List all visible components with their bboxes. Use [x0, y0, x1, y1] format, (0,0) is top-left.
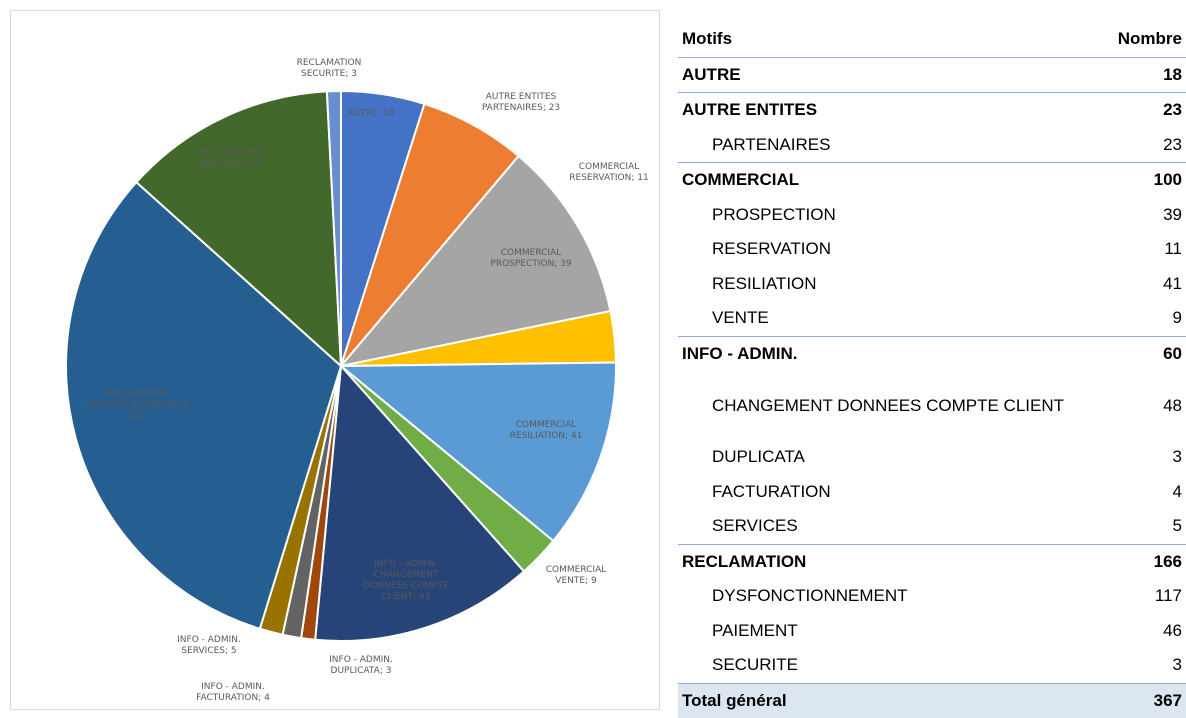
count-cell: 23 [1106, 92, 1186, 128]
count-cell: 166 [1106, 543, 1186, 579]
table-row: PARTENAIRES 23 [678, 128, 1186, 163]
pie-slice [65, 180, 343, 631]
label-cell: DUPLICATA [712, 447, 805, 467]
count-cell: 11 [1164, 239, 1182, 259]
label-cell: AUTRE [678, 56, 1107, 93]
count-cell: 18 [1106, 56, 1186, 93]
pie-slice [325, 89, 342, 367]
count-cell: 39 [1163, 204, 1182, 224]
label-cell: RECLAMATION [678, 543, 1107, 579]
table-row: CHANGEMENT DONNEES COMPTE CLIENT 48 [678, 371, 1186, 440]
table-row: DUPLICATA 3 [678, 440, 1186, 475]
slice-label: COMMERCIAL RESERVATION; 11 [569, 162, 649, 183]
count-cell: 117 [1154, 586, 1182, 606]
table-row: RESILIATION 41 [678, 267, 1186, 302]
slice-label: AUTRE; 18 [347, 108, 395, 119]
count-cell: 60 [1106, 335, 1186, 371]
label-cell: CHANGEMENT DONNEES COMPTE CLIENT [712, 395, 1065, 415]
label-cell: RESERVATION [712, 239, 832, 259]
pie-slice [135, 90, 343, 369]
table-row: VENTE 9 [678, 301, 1186, 336]
pie-slice [338, 154, 612, 368]
count-cell: 23 [1163, 134, 1182, 154]
slice-label: INFO - ADMIN. CHANGEMENT DONNEES COMPTE … [363, 559, 449, 602]
label-cell: DYSFONCTIONNEMENT [712, 586, 908, 606]
count-cell: 100 [1106, 162, 1186, 198]
count-cell: 9 [1172, 308, 1182, 328]
label-cell: Motifs [678, 22, 1107, 58]
table-row: DYSFONCTIONNEMENT 117 [678, 579, 1186, 614]
label-cell: FACTURATION [712, 481, 831, 501]
count-cell: 41 [1163, 273, 1182, 293]
label-cell: PAIEMENT [712, 620, 798, 640]
slice-label: COMMERCIAL RESILIATION; 41 [509, 420, 583, 441]
label-cell: COMMERCIAL [678, 162, 1107, 198]
table-row: RECLAMATION 166 [678, 543, 1186, 579]
label-cell: Total général [678, 682, 1107, 718]
label-cell: RESILIATION [712, 273, 817, 293]
slice-label: RECLAMATION DYSFONCTIONNEMENT; 117 [86, 389, 193, 422]
table-row: AUTRE ENTITES 23 [678, 92, 1186, 128]
table-row: COMMERCIAL 100 [678, 162, 1186, 198]
count-cell: Nombre [1106, 22, 1186, 58]
count-cell: 3 [1172, 447, 1182, 467]
label-cell: SERVICES [712, 516, 798, 536]
table-row: INFO - ADMIN. 60 [678, 335, 1186, 371]
pie-chart [65, 89, 617, 642]
table-row: SERVICES 5 [678, 509, 1186, 544]
table-row: AUTRE 18 [678, 56, 1186, 93]
label-cell: PARTENAIRES [712, 134, 831, 154]
table-row: PAIEMENT 46 [678, 614, 1186, 649]
count-cell: 48 [1163, 395, 1182, 415]
count-cell: 46 [1163, 620, 1182, 640]
table-row: RESERVATION 11 [678, 232, 1186, 267]
slice-label: COMMERCIAL VENTE; 9 [545, 565, 607, 586]
pie-slice [314, 363, 526, 642]
slice-label: AUTRE ENTITES PARTENAIRES; 23 [481, 92, 561, 113]
slice-label: RECLAMATION SECURITE; 3 [296, 58, 362, 79]
table-row: Motifs Nombre [678, 22, 1186, 58]
label-cell: PROSPECTION [712, 204, 836, 224]
table-row: Total général 367 [678, 682, 1186, 718]
label-cell: SECURITE [712, 655, 798, 675]
count-cell: 3 [1172, 655, 1182, 675]
slice-label: INFO - ADMIN. DUPLICATA; 3 [329, 655, 393, 676]
label-cell: AUTRE ENTITES [678, 92, 1107, 128]
table-row: FACTURATION 4 [678, 475, 1186, 510]
label-cell: INFO - ADMIN. [678, 335, 1107, 371]
pie-slice [338, 361, 617, 543]
count-cell: 367 [1106, 682, 1186, 718]
slice-label: INFO - ADMIN. SERVICES; 5 [177, 635, 241, 656]
count-cell: 5 [1172, 516, 1182, 536]
chart-area: AUTRE; 18 AUTRE ENTITES PARTENAIRES; 23 CO… [10, 10, 660, 710]
slice-label: RECLAMATION PAIEMENT; 46 [198, 148, 264, 169]
label-cell: VENTE [712, 308, 769, 328]
summary-table: Motifs Nombre AUTRE 18 AUTRE ENTITES 23 PARTEN… [678, 22, 1186, 718]
count-cell: 4 [1172, 481, 1182, 501]
table-row: PROSPECTION 39 [678, 198, 1186, 233]
slice-label: INFO - ADMIN. FACTURATION; 4 [196, 682, 270, 703]
table-row: SECURITE 3 [678, 648, 1186, 683]
slice-label: COMMERCIAL PROSPECTION; 39 [490, 248, 572, 269]
